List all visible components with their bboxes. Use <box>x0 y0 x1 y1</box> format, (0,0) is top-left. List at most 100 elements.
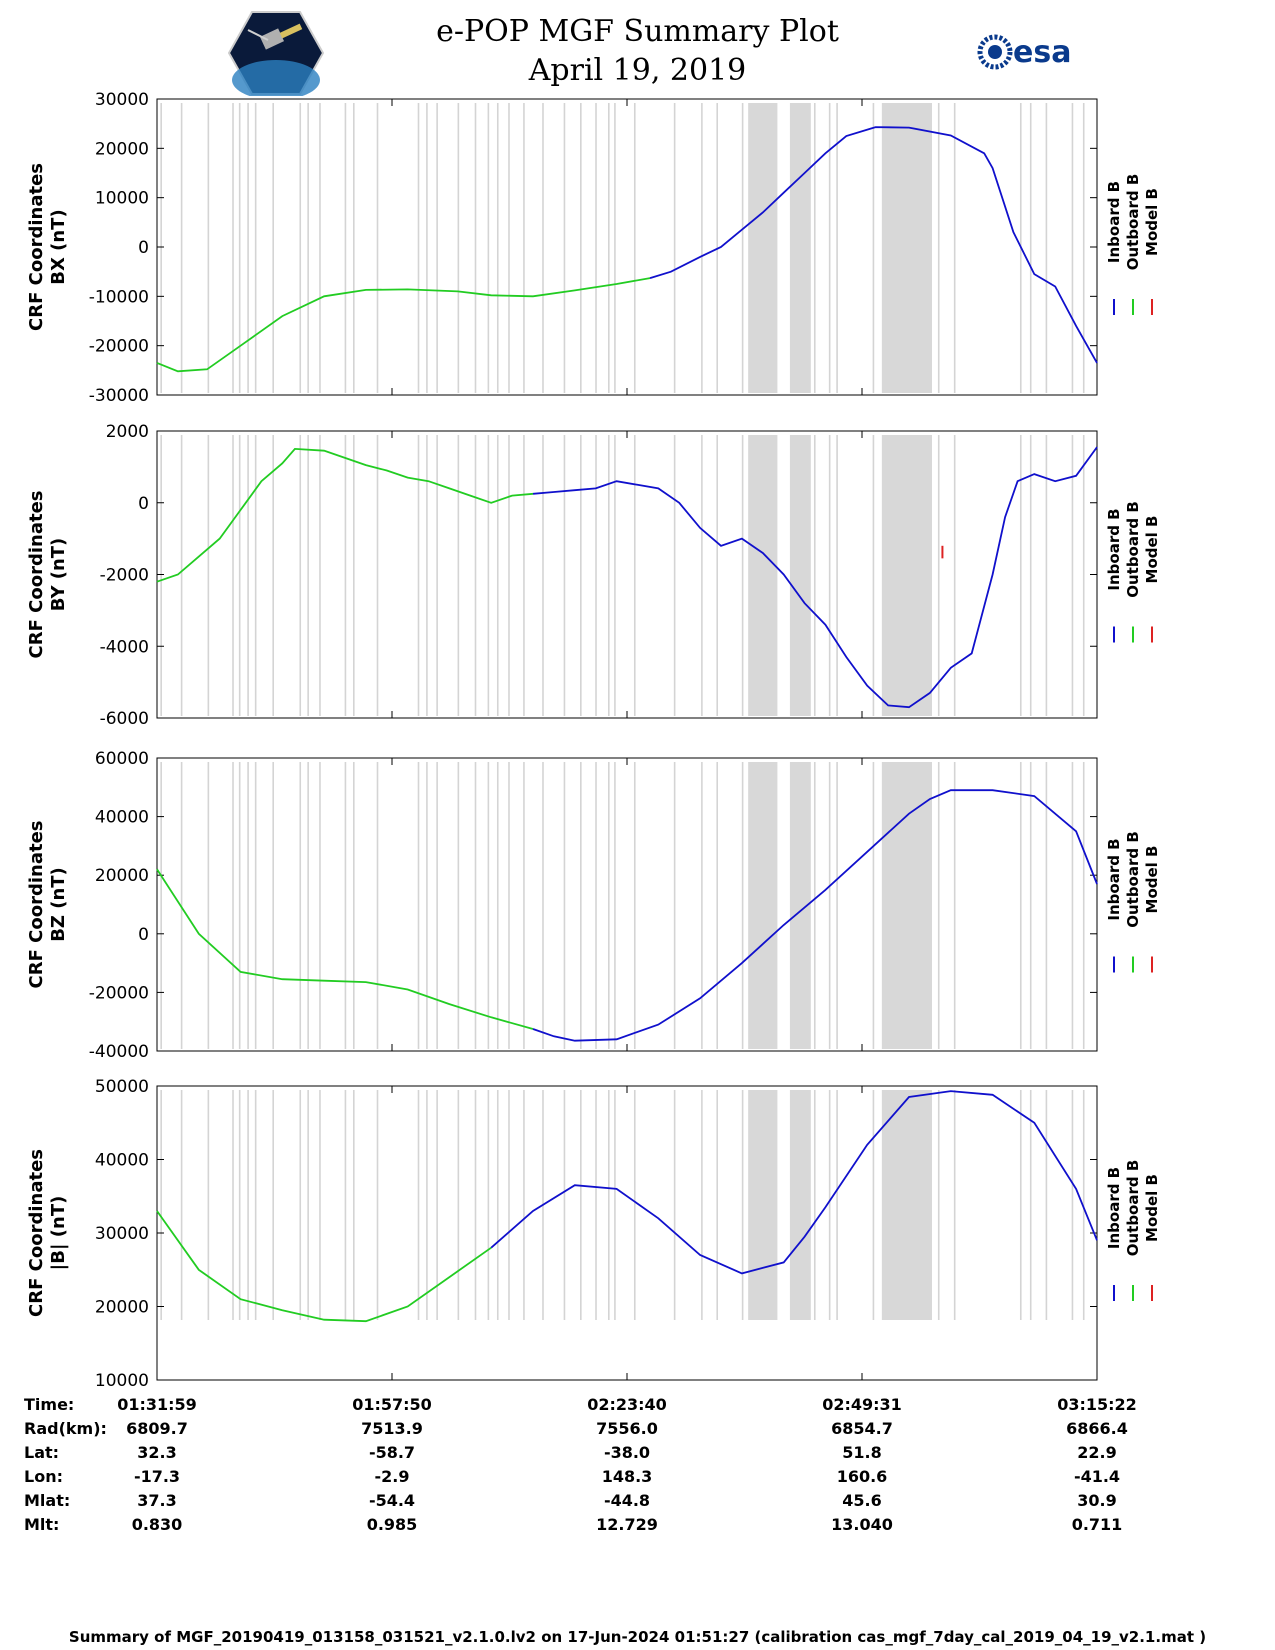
y-tick-label: 30000 <box>95 1224 149 1244</box>
page-title: e-POP MGF Summary Plot <box>436 14 839 49</box>
info-cell: -38.0 <box>604 1443 650 1462</box>
footer-caption: Summary of MGF_20190419_013158_031521_v2… <box>68 1628 1207 1646</box>
info-row-label: Time: <box>24 1395 74 1414</box>
y-axis-label: CRF Coordinates <box>26 1149 47 1317</box>
y-tick-label: 50000 <box>95 1077 149 1097</box>
y-tick-label: -20000 <box>89 337 149 357</box>
bz-panel: -40000 -20000 0 20000 40000 60000 CRF Coordina… <box>26 749 1161 1062</box>
info-cell: 6809.7 <box>126 1419 188 1438</box>
info-cell: 148.3 <box>602 1467 653 1486</box>
legend-label: Outboard B <box>1124 831 1142 928</box>
y-axis-label: BZ (nT) <box>48 867 69 942</box>
bx-panel: -30000 -20000 -10000 0 10000 20000 30000 CRF Co… <box>26 90 1161 406</box>
plot-date: April 19, 2019 <box>528 53 747 88</box>
shaded-segment <box>748 762 778 1049</box>
y-tick-label: 40000 <box>95 1151 149 1171</box>
info-row-label: Lat: <box>24 1443 59 1462</box>
inboard-b-series <box>532 446 1098 709</box>
inboard-b-series <box>649 126 1098 364</box>
shaded-segment <box>789 103 811 393</box>
y-tick-label: 20000 <box>95 139 149 159</box>
inboard-b-series <box>532 789 1098 1042</box>
by-panel: -6000 -4000 -2000 0 2000 CRF Coordinates BY (n… <box>26 422 1161 729</box>
y-tick-label: 0 <box>138 494 149 514</box>
y-tick-label: -20000 <box>89 983 149 1003</box>
legend-label: Outboard B <box>1124 174 1142 271</box>
info-cell: 13.040 <box>831 1515 893 1534</box>
y-tick-label: 20000 <box>95 1298 149 1318</box>
plot-frame <box>156 430 1098 719</box>
esa-logo-text: esa <box>1013 35 1071 70</box>
legend-label: Outboard B <box>1124 1160 1142 1257</box>
info-row-label: Mlt: <box>24 1515 59 1534</box>
b-magnitude-panel: 10000 20000 30000 40000 50000 CRF Coordinates… <box>26 1077 1161 1391</box>
info-table: Time: Rad(km): Lat: Lon: Mlat: Mlt: 01:31:59 68… <box>24 1395 1137 1534</box>
shaded-segment <box>748 103 778 393</box>
info-cell: 32.3 <box>137 1443 176 1462</box>
info-cell: 6866.4 <box>1066 1419 1128 1438</box>
info-cell: 22.9 <box>1077 1443 1116 1462</box>
plot-frame <box>156 757 1098 1052</box>
y-tick-label: -4000 <box>100 637 149 657</box>
y-tick-label: 0 <box>138 238 149 258</box>
info-cell: -41.4 <box>1074 1467 1120 1486</box>
legend-label: Outboard B <box>1124 501 1142 598</box>
shaded-segment <box>881 1090 932 1320</box>
plot-frame <box>156 1085 1098 1381</box>
info-cell: 0.711 <box>1072 1515 1123 1534</box>
info-cell: 02:23:40 <box>587 1395 667 1414</box>
info-cell: 7513.9 <box>361 1419 423 1438</box>
info-cell: 160.6 <box>837 1467 888 1486</box>
y-tick-label: 40000 <box>95 808 149 828</box>
info-cell: 51.8 <box>842 1443 881 1462</box>
info-cell: -58.7 <box>369 1443 415 1462</box>
info-cell: -2.9 <box>375 1467 410 1486</box>
y-tick-label: 20000 <box>95 866 149 886</box>
outboard-b-series <box>156 447 534 583</box>
info-cell: 03:15:22 <box>1057 1395 1137 1414</box>
y-tick-label: 30000 <box>95 90 149 110</box>
legend-label: Inboard B <box>1105 838 1123 920</box>
info-cell: 7556.0 <box>596 1419 658 1438</box>
shaded-segment <box>789 1090 811 1320</box>
y-tick-label: -40000 <box>89 1042 149 1062</box>
info-row-label: Rad(km): <box>24 1419 107 1438</box>
info-cell: 02:49:31 <box>822 1395 902 1414</box>
info-cell: -54.4 <box>369 1491 415 1510</box>
info-cell: 30.9 <box>1077 1491 1116 1510</box>
y-axis-label: CRF Coordinates <box>26 491 47 659</box>
info-cell: 12.729 <box>596 1515 658 1534</box>
y-axis-label: CRF Coordinates <box>26 821 47 989</box>
info-cell: 0.985 <box>367 1515 418 1534</box>
info-cell: -44.8 <box>604 1491 650 1510</box>
cassiope-logo <box>228 11 324 96</box>
y-tick-label: -10000 <box>89 287 149 307</box>
y-tick-label: 2000 <box>106 422 149 442</box>
outboard-b-series <box>156 868 534 1030</box>
info-cell: 37.3 <box>137 1491 176 1510</box>
shaded-segment <box>881 435 932 716</box>
legend-label: Inboard B <box>1105 181 1123 263</box>
legend-label: Model B <box>1143 846 1161 914</box>
y-tick-label: 10000 <box>95 189 149 209</box>
inboard-b-series <box>490 1090 1098 1275</box>
y-tick-label: 0 <box>138 925 149 945</box>
info-cell: 01:31:59 <box>117 1395 197 1414</box>
legend-label: Model B <box>1143 516 1161 584</box>
outboard-b-series <box>156 1210 492 1323</box>
info-cell: -17.3 <box>134 1467 180 1486</box>
esa-logo: esa <box>977 34 1071 70</box>
info-row-label: Mlat: <box>24 1491 70 1510</box>
info-cell: 01:57:50 <box>352 1395 432 1414</box>
shaded-segment <box>748 435 778 716</box>
shaded-segment <box>881 762 932 1049</box>
y-tick-label: 10000 <box>95 1371 149 1391</box>
info-cell: 45.6 <box>842 1491 881 1510</box>
y-axis-label: CRF Coordinates <box>26 163 47 331</box>
info-cell: 6854.7 <box>831 1419 893 1438</box>
y-tick-label: -30000 <box>89 386 149 406</box>
shaded-segment <box>748 1090 778 1320</box>
y-axis-label: |B| (nT) <box>48 1196 69 1271</box>
shaded-segment <box>789 435 811 716</box>
